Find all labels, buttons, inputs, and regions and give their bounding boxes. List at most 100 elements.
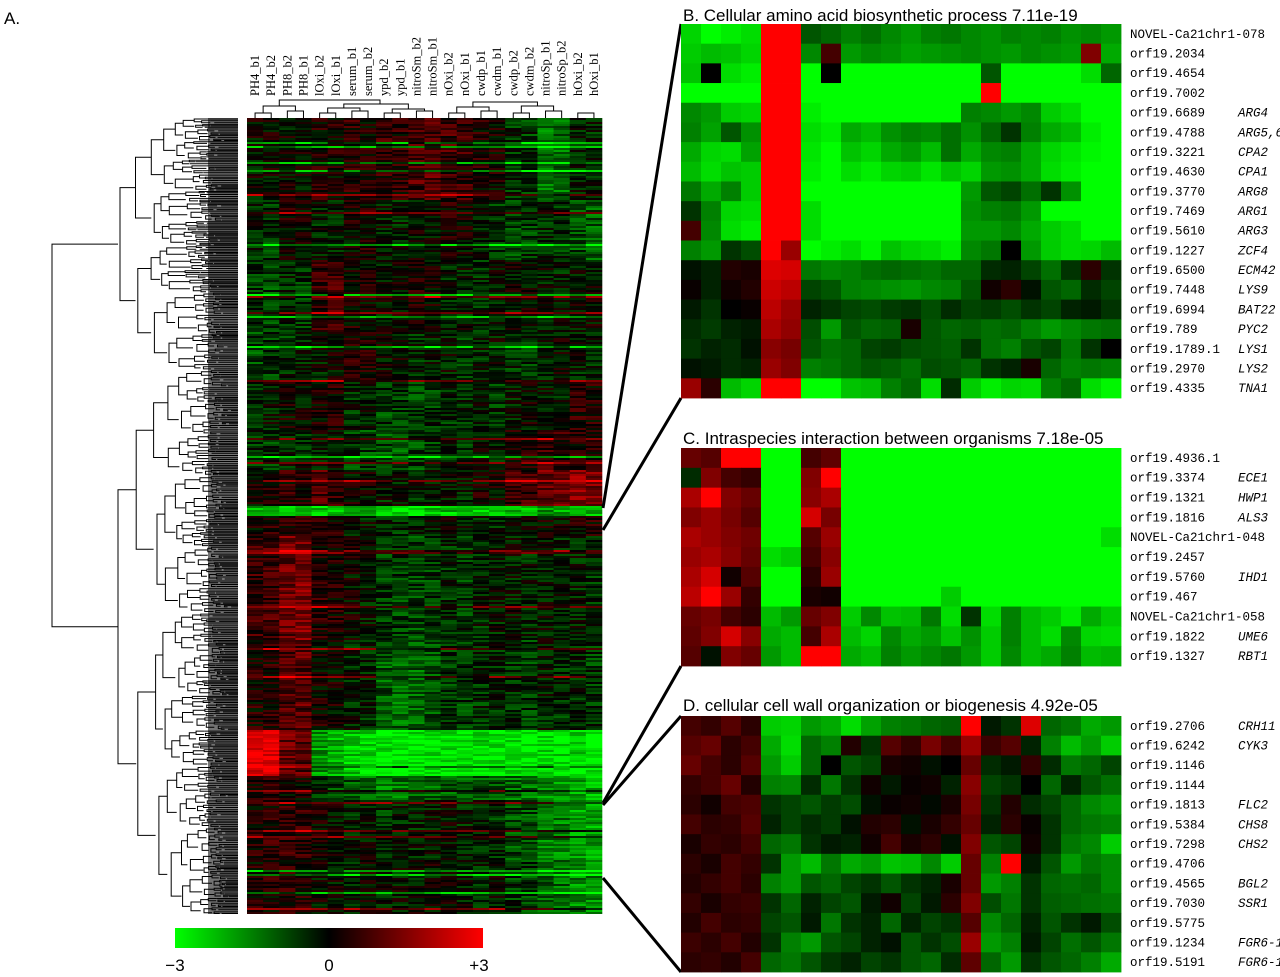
main-heatmap-cell [585, 224, 603, 226]
main-heatmap-cell [472, 440, 490, 442]
main-heatmap-cell [263, 234, 280, 236]
main-heatmap-cell [392, 126, 409, 128]
main-heatmap-cell [343, 270, 361, 272]
main-heatmap-cell [569, 410, 587, 412]
main-heatmap-cell [343, 262, 361, 264]
main-heatmap-cell [247, 362, 264, 364]
main-heatmap-cell [247, 276, 264, 278]
main-heatmap-cell [440, 414, 458, 416]
main-heatmap-cell [295, 192, 312, 194]
main-heatmap-cell [263, 392, 280, 394]
main-heatmap-cell [376, 414, 393, 416]
main-heatmap-cell [343, 306, 361, 308]
main-heatmap-cell [553, 152, 571, 154]
main-heatmap-cell [343, 272, 361, 274]
main-heatmap-cell [376, 292, 393, 294]
main-heatmap-cell [505, 362, 522, 364]
main-heatmap-cell [569, 450, 587, 452]
main-heatmap-cell [553, 244, 571, 246]
row-dendrogram-link [201, 120, 211, 124]
main-heatmap-cell [359, 168, 377, 170]
main-heatmap-cell [585, 242, 603, 244]
main-heatmap-cell [279, 240, 296, 242]
main-heatmap-cell [505, 462, 522, 464]
main-heatmap-cell [408, 216, 425, 218]
main-heatmap-cell [489, 144, 506, 146]
main-heatmap-cell [424, 448, 441, 450]
main-heatmap-cell [359, 220, 377, 222]
main-heatmap-cell [311, 160, 328, 162]
main-heatmap-cell [376, 386, 393, 388]
main-heatmap-cell [472, 308, 490, 310]
main-heatmap-cell [295, 172, 312, 174]
main-heatmap-cell [440, 450, 458, 452]
main-heatmap-cell [424, 384, 441, 386]
main-heatmap-cell [569, 272, 587, 274]
main-heatmap-cell [521, 376, 538, 378]
main-heatmap-cell [440, 180, 458, 182]
main-heatmap-cell [311, 172, 328, 174]
main-heatmap-cell [505, 224, 522, 226]
main-heatmap-cell [489, 430, 506, 432]
main-heatmap-cell [489, 396, 506, 398]
main-heatmap-cell [489, 234, 506, 236]
main-heatmap-cell [569, 234, 587, 236]
main-heatmap-cell [489, 208, 506, 210]
main-heatmap-cell [456, 210, 474, 212]
main-heatmap-cell [327, 292, 345, 294]
main-heatmap-cell [408, 254, 425, 256]
main-heatmap-cell [359, 362, 377, 364]
main-heatmap-cell [376, 342, 393, 344]
main-heatmap-cell [327, 176, 345, 178]
main-heatmap-cell [472, 298, 490, 300]
main-heatmap-cell [424, 476, 441, 478]
main-heatmap-cell [569, 402, 587, 404]
main-heatmap-cell [424, 130, 441, 132]
main-heatmap-cell [408, 252, 425, 254]
main-heatmap-cell [569, 188, 587, 190]
main-heatmap-cell [553, 188, 571, 190]
main-heatmap-cell [408, 210, 425, 212]
main-heatmap-cell [521, 264, 538, 266]
main-heatmap-cell [359, 444, 377, 446]
row-dendrogram-link [181, 616, 193, 628]
main-heatmap-cell [489, 358, 506, 360]
main-heatmap-cell [327, 470, 345, 472]
main-heatmap-cell [537, 152, 554, 154]
main-heatmap-cell [327, 362, 345, 364]
main-heatmap-cell [505, 312, 522, 314]
main-heatmap-cell [295, 296, 312, 298]
main-heatmap-cell [569, 124, 587, 126]
main-heatmap-cell [311, 360, 328, 362]
main-heatmap-cell [359, 464, 377, 466]
main-heatmap-cell [537, 416, 554, 418]
main-heatmap-cell [505, 130, 522, 132]
main-heatmap-cell [359, 188, 377, 190]
main-heatmap-cell [263, 472, 280, 474]
main-heatmap-cell [489, 404, 506, 406]
main-heatmap-cell [521, 166, 538, 168]
main-heatmap-cell [343, 360, 361, 362]
main-heatmap-cell [359, 322, 377, 324]
main-heatmap-cell [585, 298, 603, 300]
main-heatmap-cell [440, 390, 458, 392]
main-heatmap-cell [376, 122, 393, 124]
main-heatmap-cell [537, 456, 554, 458]
row-dendrogram-link [201, 617, 207, 622]
main-heatmap-cell [585, 210, 603, 212]
main-heatmap-cell [456, 326, 474, 328]
main-heatmap-cell [456, 146, 474, 148]
main-heatmap-cell [247, 376, 264, 378]
main-heatmap-cell [585, 380, 603, 382]
main-heatmap-cell [489, 288, 506, 290]
main-heatmap-cell [247, 198, 264, 200]
main-heatmap-cell [263, 124, 280, 126]
main-heatmap-cell [279, 144, 296, 146]
main-heatmap-cell [343, 422, 361, 424]
main-heatmap-cell [456, 466, 474, 468]
main-heatmap-cell [408, 320, 425, 322]
main-heatmap-cell [553, 214, 571, 216]
main-heatmap-cell [311, 194, 328, 196]
main-heatmap-cell [279, 332, 296, 334]
main-heatmap-cell [327, 154, 345, 156]
